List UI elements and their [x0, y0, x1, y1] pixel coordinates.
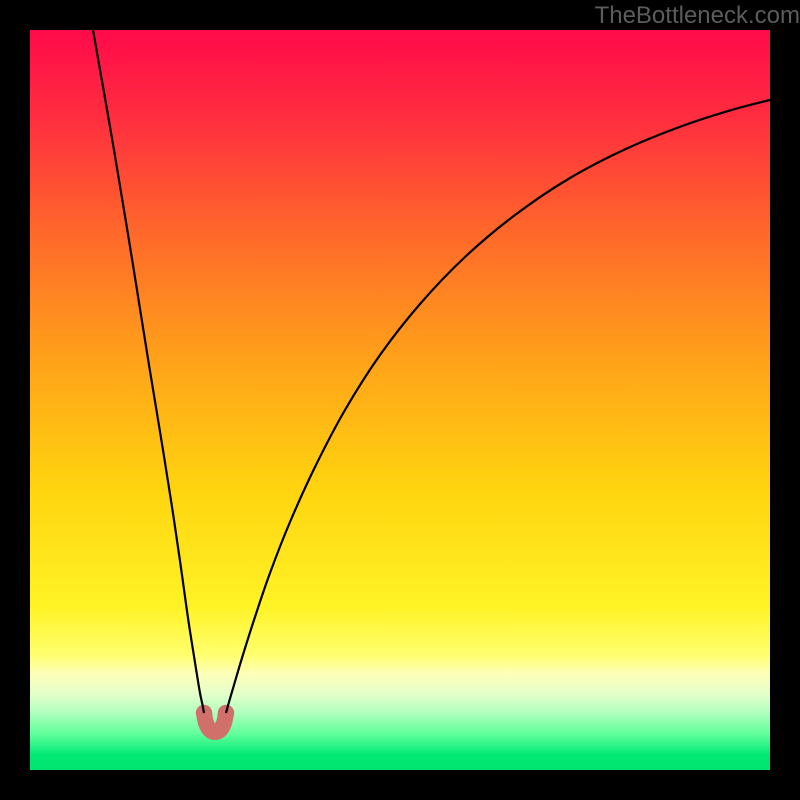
watermark-text: TheBottleneck.com [595, 2, 800, 30]
curve-layer [30, 30, 770, 770]
chart-container: TheBottleneck.com [0, 0, 800, 800]
right-curve [226, 100, 770, 713]
left-curve [93, 30, 204, 713]
plot-area [30, 30, 770, 770]
